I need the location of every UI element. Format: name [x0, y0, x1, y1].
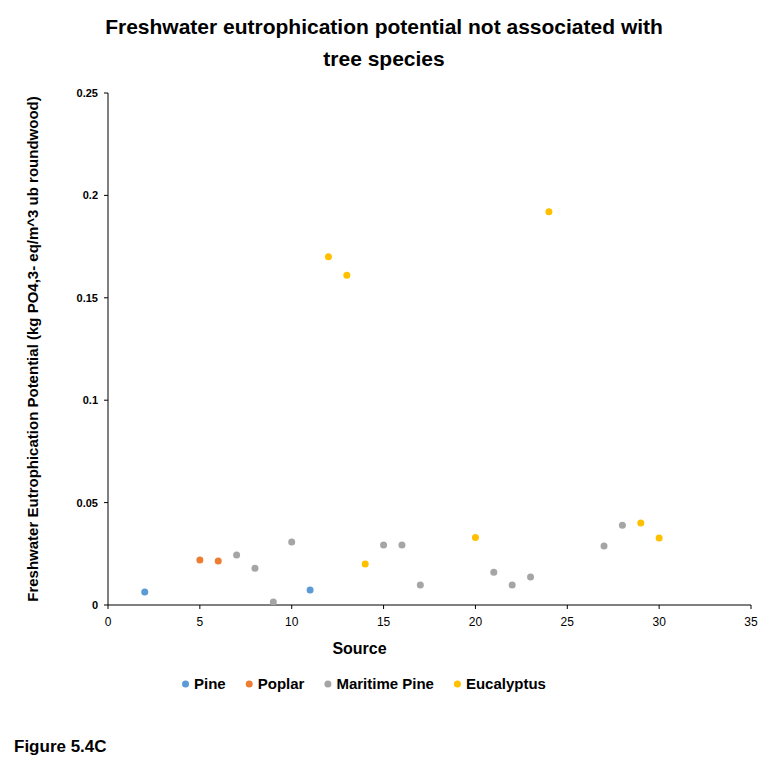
- y-tick: [104, 605, 108, 606]
- point: [637, 520, 644, 527]
- point: [233, 552, 240, 559]
- title: Freshwater eutrophication potential not …: [105, 15, 663, 70]
- point: [619, 522, 626, 529]
- point: [196, 556, 203, 563]
- point: [417, 581, 424, 588]
- x-tick-label: 35: [744, 615, 758, 629]
- x-axis-label: Source: [332, 640, 386, 657]
- x-tick-label: 25: [561, 615, 575, 629]
- x-tick-label: 20: [469, 615, 483, 629]
- point: [251, 565, 258, 572]
- legend-label: Eucalyptus: [466, 675, 546, 692]
- y-tick: [104, 195, 108, 196]
- x-tick: [567, 605, 568, 609]
- point: [288, 538, 295, 545]
- y-tick: [104, 502, 108, 503]
- x-tick: [199, 605, 200, 609]
- point: [343, 272, 350, 279]
- x-tick-label: 10: [285, 615, 299, 629]
- caption: Figure 5.4C: [14, 737, 107, 756]
- x-tick: [751, 605, 752, 609]
- legend-label: Poplar: [258, 675, 305, 692]
- background: [0, 0, 768, 768]
- y-tick: [104, 297, 108, 298]
- point: [307, 587, 314, 594]
- point: [527, 573, 534, 580]
- y-tick: [104, 93, 108, 94]
- y-axis: [108, 93, 109, 605]
- point: [601, 543, 608, 550]
- x-tick: [475, 605, 476, 609]
- legend-marker: [246, 681, 253, 688]
- point: [545, 208, 552, 215]
- point: [472, 534, 479, 541]
- point: [490, 569, 497, 576]
- y-tick: [104, 400, 108, 401]
- x-tick: [659, 605, 660, 609]
- x-tick-label: 5: [197, 615, 204, 629]
- x-tick: [383, 605, 384, 609]
- point: [509, 581, 516, 588]
- y-tick-label: 0: [92, 599, 98, 611]
- y-axis-label: Freshwater Eutrophication Potential (kg …: [24, 96, 41, 601]
- y-tick-label: 0.2: [83, 189, 98, 201]
- x-tick-label: 15: [377, 615, 391, 629]
- legend-marker: [182, 681, 189, 688]
- x-tick: [291, 605, 292, 609]
- legend-label: Maritime Pine: [336, 675, 434, 692]
- point: [270, 598, 277, 605]
- y-tick-label: 0.25: [77, 87, 98, 99]
- point: [398, 541, 405, 548]
- point: [362, 561, 369, 568]
- legend-marker: [454, 681, 461, 688]
- x-tick: [108, 605, 109, 609]
- chart: Freshwater eutrophication potential not …: [0, 0, 768, 768]
- y-tick-label: 0.05: [77, 497, 98, 509]
- point: [141, 589, 148, 596]
- legend-marker: [324, 681, 331, 688]
- x-tick-label: 30: [652, 615, 666, 629]
- x-tick-label: 0: [105, 615, 112, 629]
- y-tick-label: 0.15: [77, 292, 98, 304]
- point: [656, 535, 663, 542]
- legend: Pine Poplar Maritime Pine Eucalyptus: [182, 675, 546, 692]
- y-tick-label: 0.1: [83, 394, 98, 406]
- points: [141, 208, 662, 605]
- point: [380, 541, 387, 548]
- x-axis: [108, 605, 751, 606]
- legend-label: Pine: [194, 675, 226, 692]
- point: [325, 253, 332, 260]
- point: [215, 557, 222, 564]
